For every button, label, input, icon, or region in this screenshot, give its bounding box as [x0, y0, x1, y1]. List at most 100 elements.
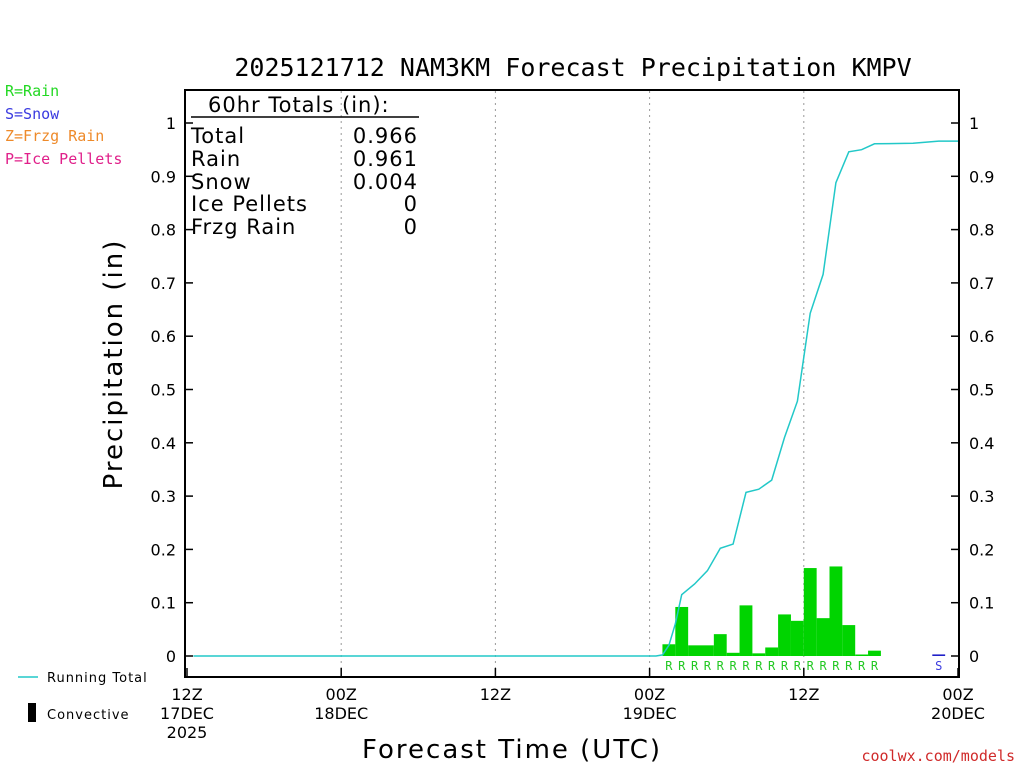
precip-bar [713, 634, 727, 656]
totals-value-rain: 0.961 [353, 147, 418, 171]
series-legend: Running Total Convective [18, 671, 148, 723]
x-tick-label: 00Z [942, 685, 973, 704]
x-tick-label: 12Z [171, 685, 202, 704]
x-tick-label: 12Z [788, 685, 819, 704]
precip-bar [778, 614, 791, 656]
precip-type-letter: R [794, 659, 802, 673]
legend-snow: S=Snow [5, 105, 60, 123]
x-axis-label: Forecast Time (UTC) [362, 735, 662, 765]
totals-value-ice-pellets: 0 [404, 192, 418, 216]
precip-type-letter: R [858, 659, 866, 673]
precip-bar [701, 645, 714, 656]
precip-type-letter: R [871, 659, 879, 673]
precip-bar [662, 644, 676, 656]
x-tick-label: 00Z [326, 685, 357, 704]
convective-legend-label: Convective [47, 708, 130, 723]
x-tick-label: 12Z [480, 685, 511, 704]
precip-type-letter: R [755, 659, 763, 673]
y-tick-label-right: 0.8 [969, 221, 994, 240]
precip-type-letter: R [832, 659, 840, 673]
y-axis-label: Precipitation (in) [99, 239, 129, 490]
precip-bar [855, 654, 869, 656]
convective-legend-swatch [28, 703, 36, 722]
precip-bar [842, 625, 856, 656]
precip-bar [765, 647, 779, 656]
y-tick-label-right: 0.4 [969, 434, 994, 453]
y-tick-label-left: 0.8 [151, 221, 176, 240]
y-tick-label-left: 0.7 [151, 274, 176, 293]
y-tick-label-right: 0.7 [969, 274, 994, 293]
totals-label-snow: Snow [191, 170, 252, 194]
y-tick-label-left: 0.3 [151, 487, 176, 506]
x-tick-label: 20DEC [931, 704, 985, 723]
precip-bar [816, 618, 830, 656]
y-tick-label-left: 0.1 [151, 594, 176, 613]
totals-label-ice-pellets: Ice Pellets [191, 192, 308, 216]
precip-type-legend: R=Rain S=Snow Z=Frzg Rain P=Ice Pellets [5, 82, 122, 168]
y-axis-left: 0 0.1 0.2 0.3 0.4 0.5 0.6 0.7 0.8 0.9 1 [151, 114, 193, 666]
legend-rain: R=Rain [5, 82, 59, 100]
precip-bar [868, 650, 881, 656]
totals-value-total: 0.966 [353, 124, 418, 148]
legend-frzg-rain: Z=Frzg Rain [5, 127, 104, 145]
x-tick-label: 17DEC [160, 704, 214, 723]
precip-type-letter: R [691, 659, 699, 673]
precip-bars [662, 566, 946, 656]
precip-type-letter: R [819, 659, 827, 673]
precip-type-letter: R [742, 659, 750, 673]
credit-text: coolwx.com/models [861, 747, 1015, 765]
y-tick-label-right: 0.3 [969, 487, 994, 506]
y-tick-label-left: 1 [166, 114, 176, 133]
precip-type-letter: R [717, 659, 725, 673]
legend-ice-pellets: P=Ice Pellets [5, 150, 122, 168]
precip-bar [790, 620, 804, 656]
y-tick-label-left: 0.4 [151, 434, 176, 453]
precip-bar [752, 653, 766, 656]
y-tick-label-left: 0.5 [151, 381, 176, 400]
x-tick-label: 2025 [167, 723, 208, 742]
precip-type-letter: R [768, 659, 776, 673]
y-tick-label-right: 0 [969, 647, 979, 666]
precip-bar [932, 654, 946, 656]
chart-title: 2025121712 NAM3KM Forecast Precipitation… [234, 53, 911, 82]
y-tick-label-right: 0.6 [969, 327, 994, 346]
y-axis-right: 0 0.1 0.2 0.3 0.4 0.5 0.6 0.7 0.8 0.9 1 [951, 114, 994, 666]
plot-frame [184, 89, 960, 678]
totals-box: 60hr Totals (in): Total 0.966 Rain 0.961… [190, 93, 419, 239]
precip-type-letter: S [935, 659, 942, 673]
precip-type-letter: R [665, 659, 673, 673]
precip-bar [803, 568, 817, 656]
precip-type-letter: R [730, 659, 738, 673]
totals-label-frzg-rain: Frzg Rain [191, 215, 296, 239]
precip-bar [739, 605, 753, 656]
y-tick-label-right: 0.1 [969, 594, 994, 613]
running-total-line [193, 140, 958, 657]
running-total-legend-label: Running Total [47, 671, 148, 686]
totals-heading: 60hr Totals (in): [208, 93, 390, 117]
x-tick-label: 18DEC [314, 704, 368, 723]
precip-type-letter: R [807, 659, 815, 673]
precip-type-letter: R [678, 659, 686, 673]
totals-label-total: Total [190, 124, 245, 148]
totals-value-snow: 0.004 [353, 170, 418, 194]
precip-type-letter: R [704, 659, 712, 673]
totals-value-frzg-rain: 0 [404, 215, 418, 239]
precip-type-letter: R [845, 659, 853, 673]
totals-label-rain: Rain [191, 147, 241, 171]
x-tick-label: 19DEC [623, 704, 677, 723]
y-tick-label-left: 0.6 [151, 327, 176, 346]
precip-bar [726, 652, 740, 656]
precip-bar [688, 645, 701, 656]
y-tick-label-left: 0.9 [151, 167, 176, 186]
y-tick-label-left: 0 [166, 647, 176, 666]
precip-bar [829, 566, 843, 656]
precip-type-letter: R [781, 659, 789, 673]
y-tick-label-right: 0.5 [969, 381, 994, 400]
x-tick-label: 00Z [634, 685, 665, 704]
precip-bar [675, 606, 689, 656]
y-tick-label-right: 1 [969, 114, 979, 133]
y-tick-label-right: 0.9 [969, 167, 994, 186]
